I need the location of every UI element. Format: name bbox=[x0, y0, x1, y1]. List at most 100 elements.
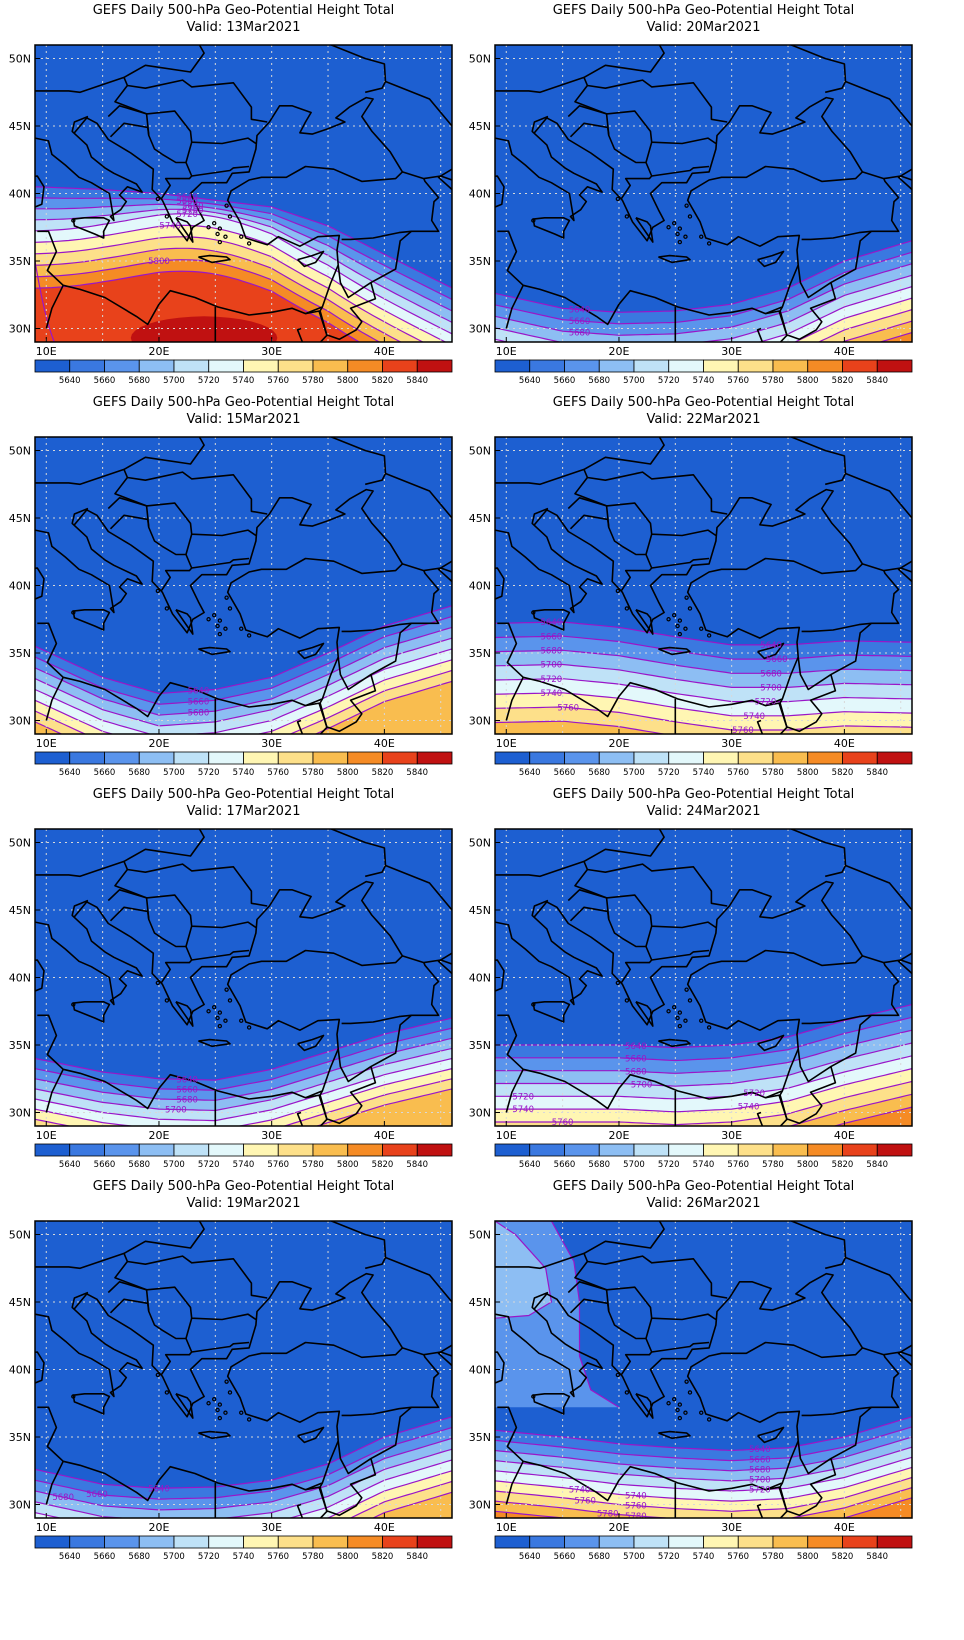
colorbar-label: 5640 bbox=[59, 376, 81, 386]
panel-valid-date: Valid: 22Mar2021 bbox=[647, 412, 761, 427]
contour-label: 5760 bbox=[625, 1502, 647, 1512]
colorbar-label: 5720 bbox=[198, 1160, 220, 1170]
coastlines-borders bbox=[495, 45, 912, 342]
colorbar-swatch bbox=[842, 359, 878, 373]
colorbar-label: 5800 bbox=[337, 1552, 359, 1562]
contour-5760 bbox=[349, 1480, 452, 1518]
contour-label: 5700 bbox=[760, 683, 782, 693]
contour-5660 bbox=[35, 197, 452, 301]
lon-tick-label: 20E bbox=[148, 1521, 169, 1534]
lat-tick-label: 40N bbox=[9, 1364, 31, 1377]
panel-title: GEFS Daily 500-hPa Geo-Potential Height … bbox=[553, 787, 855, 802]
lat-tick-label: 35N bbox=[9, 255, 31, 268]
colorbar-swatch bbox=[807, 1535, 843, 1549]
coastlines-borders bbox=[35, 437, 452, 734]
colorbar-swatch bbox=[876, 751, 913, 765]
height-band-5760 bbox=[35, 1078, 452, 1126]
colorbar-label: 5700 bbox=[623, 768, 645, 778]
panel-valid-date: Valid: 24Mar2021 bbox=[647, 804, 761, 819]
contour-label: 5740 bbox=[569, 1486, 591, 1496]
colorbar-label: 5780 bbox=[762, 376, 784, 386]
forecast-panel-26Mar2021: GEFS Daily 500-hPa Geo-Potential Height … bbox=[469, 1179, 913, 1562]
colorbar-label: 5800 bbox=[797, 376, 819, 386]
lon-tick-label: 20E bbox=[608, 737, 629, 750]
lat-tick-label: 35N bbox=[469, 1039, 491, 1052]
colorbar-swatch bbox=[668, 1143, 704, 1157]
lon-tick-label: 20E bbox=[608, 1129, 629, 1142]
forecast-panel-13Mar2021: GEFS Daily 500-hPa Geo-Potential Height … bbox=[9, 3, 453, 386]
forecast-panel-15Mar2021: GEFS Daily 500-hPa Geo-Potential Height … bbox=[9, 395, 453, 778]
colorbar-swatch bbox=[347, 1143, 383, 1157]
contour-label: 5660 bbox=[569, 317, 591, 327]
colorbar-swatch bbox=[243, 1143, 279, 1157]
contour-5680 bbox=[35, 1437, 452, 1511]
lon-tick-label: 30E bbox=[261, 737, 282, 750]
lon-tick-label: 10E bbox=[496, 1129, 517, 1142]
contour-5780 bbox=[315, 1088, 452, 1126]
contour-5700 bbox=[35, 637, 452, 727]
coastlines-borders bbox=[35, 45, 452, 342]
colorbar-label: 5740 bbox=[233, 376, 255, 386]
forecast-panel-19Mar2021: GEFS Daily 500-hPa Geo-Potential Height … bbox=[9, 1179, 453, 1562]
colorbar-swatch bbox=[564, 359, 600, 373]
contour-5660-lobe bbox=[495, 1221, 553, 1319]
lon-tick-label: 10E bbox=[496, 737, 517, 750]
height-band-5760 bbox=[495, 1477, 912, 1518]
contour-5660 bbox=[495, 1426, 912, 1462]
contour-5720 bbox=[35, 1057, 452, 1122]
colorbar-label: 5680 bbox=[128, 1160, 150, 1170]
contour-label: 5640 bbox=[176, 1075, 198, 1085]
lat-lon-grid bbox=[495, 45, 912, 342]
contour-label: 5780 bbox=[625, 1512, 647, 1522]
contour-label: 5680 bbox=[176, 1096, 198, 1106]
lat-tick-label: 50N bbox=[9, 1229, 31, 1242]
lat-tick-label: 35N bbox=[9, 647, 31, 660]
colorbar-swatch bbox=[598, 751, 635, 765]
colorbar-label: 5820 bbox=[832, 1160, 854, 1170]
panel-title: GEFS Daily 500-hPa Geo-Potential Height … bbox=[553, 395, 855, 410]
contour-label: 5640 bbox=[188, 687, 210, 697]
high-core bbox=[130, 316, 278, 342]
contour-5720 bbox=[35, 648, 452, 734]
colorbar-swatch bbox=[529, 1535, 565, 1549]
coastlines-borders bbox=[35, 1221, 452, 1518]
colorbar-swatch bbox=[737, 1143, 774, 1157]
colorbar-swatch bbox=[382, 359, 418, 373]
contour-label: 5680 bbox=[625, 1067, 647, 1077]
colorbar-swatch bbox=[138, 1535, 175, 1549]
colorbar-label: 5800 bbox=[337, 1160, 359, 1170]
colorbar-label: 5640 bbox=[519, 1160, 541, 1170]
colorbar-label: 5640 bbox=[519, 768, 541, 778]
panel-valid-date: Valid: 20Mar2021 bbox=[647, 20, 761, 35]
colorbar-label: 5720 bbox=[198, 768, 220, 778]
colorbar-swatch bbox=[703, 751, 739, 765]
colorbar-swatch bbox=[598, 1143, 635, 1157]
colorbar-label: 5840 bbox=[406, 376, 428, 386]
colorbar-swatch bbox=[382, 751, 418, 765]
lon-tick-label: 40E bbox=[834, 737, 855, 750]
contour-label: 5680 bbox=[760, 669, 782, 679]
colorbar-swatch bbox=[347, 359, 383, 373]
lat-tick-label: 45N bbox=[469, 904, 491, 917]
contour-5660 bbox=[495, 1016, 912, 1062]
colorbar-swatch bbox=[243, 359, 279, 373]
colorbar-label: 5640 bbox=[59, 1552, 81, 1562]
colorbar-swatch bbox=[598, 1535, 635, 1549]
colorbar-label: 5700 bbox=[163, 768, 185, 778]
contour-label: 5700 bbox=[182, 206, 204, 216]
contour-label: 5720 bbox=[743, 1089, 765, 1099]
colorbar-label: 5700 bbox=[163, 1552, 185, 1562]
contour-label: 5660 bbox=[188, 697, 210, 707]
colorbar-label: 5740 bbox=[233, 1552, 255, 1562]
contour-label: 5740 bbox=[743, 712, 765, 722]
colorbar-label: 5680 bbox=[588, 1160, 610, 1170]
colorbar-label: 5680 bbox=[588, 1552, 610, 1562]
lat-tick-label: 35N bbox=[469, 1431, 491, 1444]
contour-5760 bbox=[35, 236, 425, 342]
forecast-panel-24Mar2021: GEFS Daily 500-hPa Geo-Potential Height … bbox=[469, 787, 913, 1170]
colorbar-label: 5680 bbox=[128, 1552, 150, 1562]
lat-lon-grid bbox=[35, 45, 452, 342]
lat-tick-label: 30N bbox=[469, 1107, 491, 1120]
lat-tick-label: 50N bbox=[469, 837, 491, 850]
contour-5740 bbox=[495, 1068, 912, 1113]
